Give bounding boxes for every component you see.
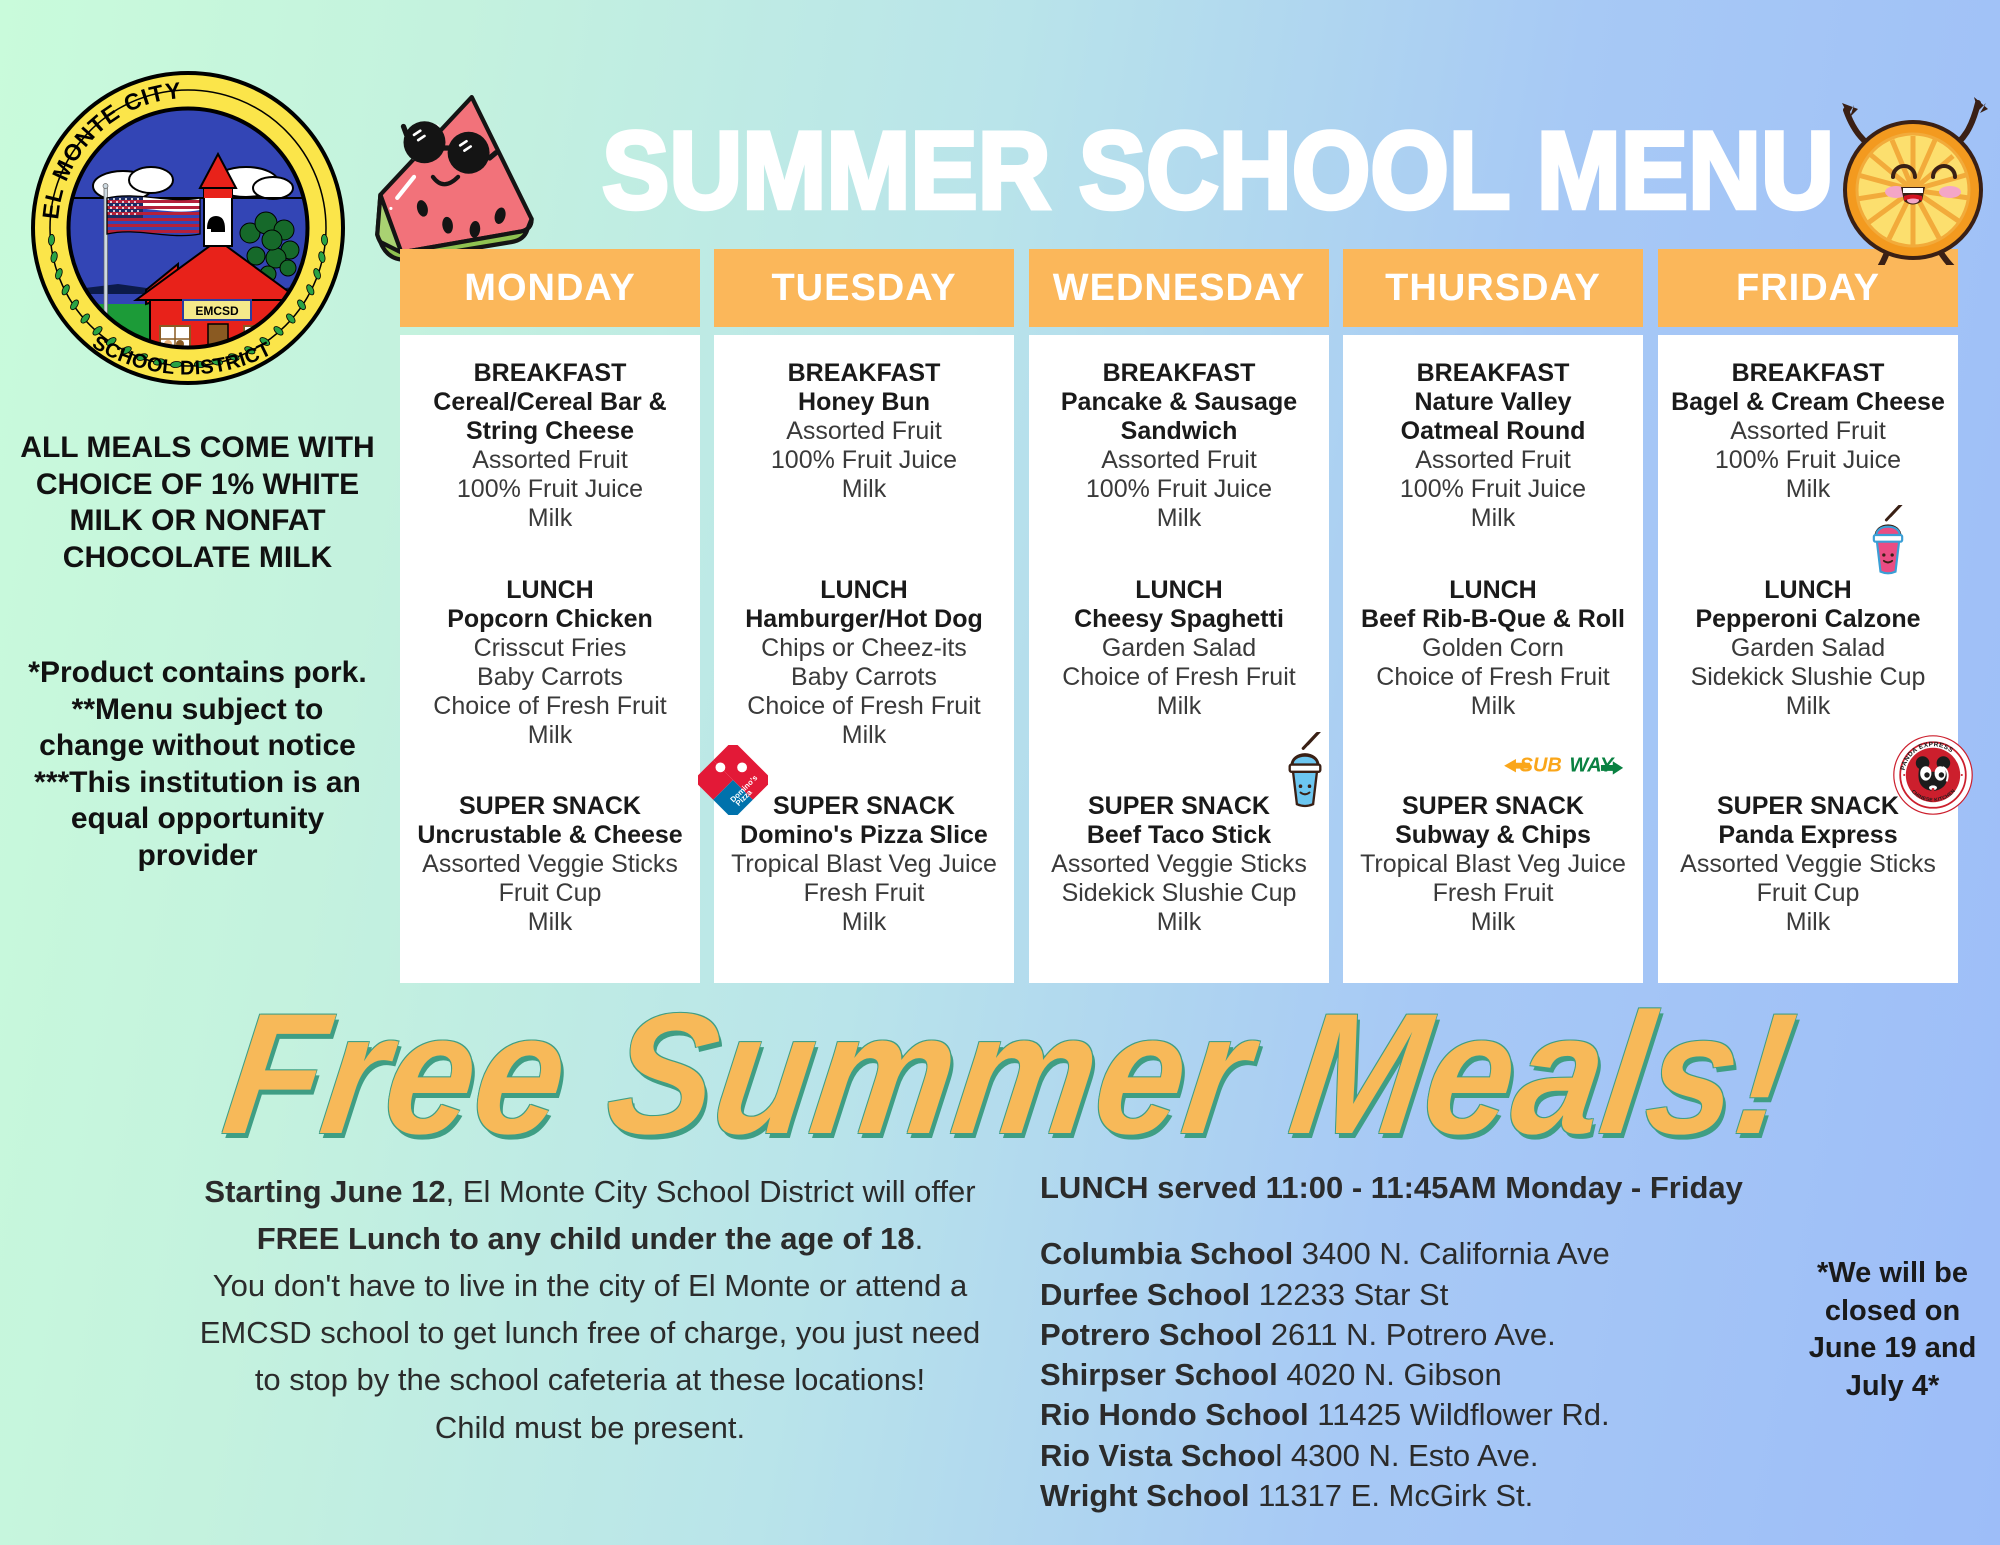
svg-text:EMCSD: EMCSD [195,304,239,318]
svg-text:SUB: SUB [1520,755,1562,777]
